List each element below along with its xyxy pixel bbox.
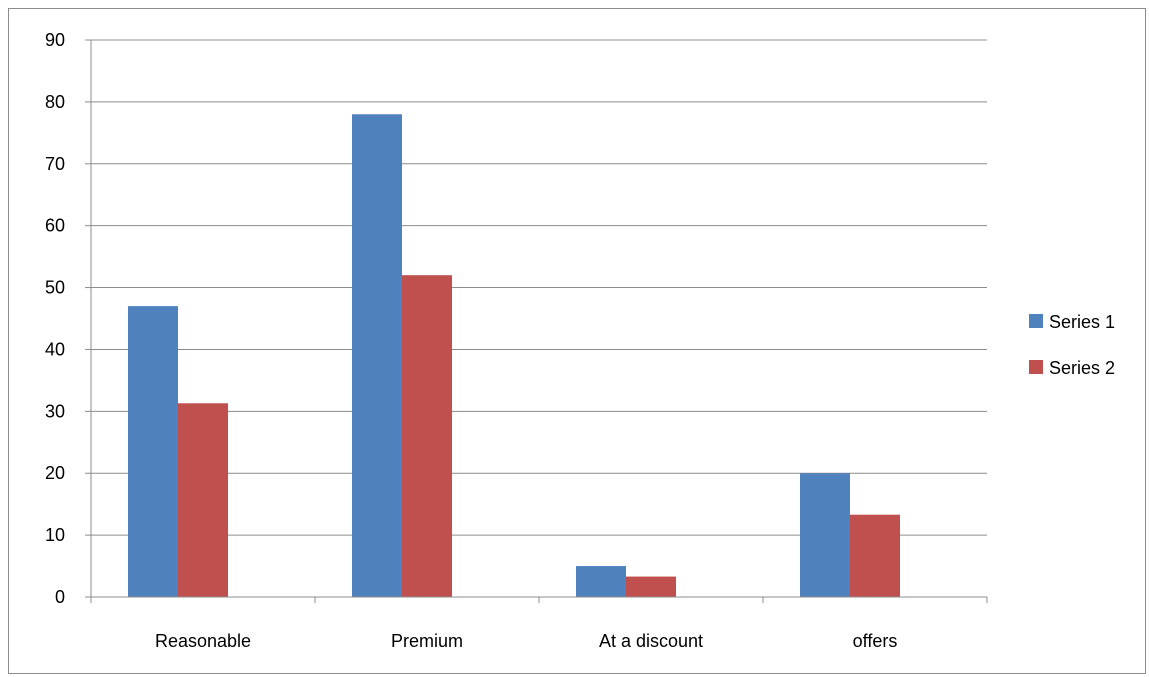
y-axis: 0 10 20 30 40 50 60 70 80 90 bbox=[45, 30, 92, 607]
bar-series-2-at-a-discount bbox=[626, 576, 676, 597]
y-tick-label: 90 bbox=[45, 30, 65, 50]
bar-series-2-offers bbox=[850, 514, 900, 597]
x-category-label: At a discount bbox=[599, 631, 703, 651]
y-tick-label: 40 bbox=[45, 339, 65, 359]
y-tick-label: 20 bbox=[45, 463, 65, 483]
y-tick-label: 60 bbox=[45, 216, 65, 236]
x-category-label: offers bbox=[853, 631, 898, 651]
bars bbox=[128, 114, 900, 598]
legend-label-series-1: Series 1 bbox=[1049, 312, 1115, 332]
legend-swatch-series-2 bbox=[1029, 360, 1043, 374]
y-tick-label: 50 bbox=[45, 278, 65, 298]
y-tick-label: 0 bbox=[55, 587, 65, 607]
bar-series-2-reasonable bbox=[178, 403, 228, 597]
bar-series-1-offers bbox=[800, 473, 850, 597]
bar-series-1-at-a-discount bbox=[576, 566, 626, 597]
y-tick-label: 80 bbox=[45, 92, 65, 112]
x-category-label: Premium bbox=[391, 631, 463, 651]
bar-series-1-reasonable bbox=[128, 306, 178, 597]
legend: Series 1 Series 2 bbox=[1029, 312, 1115, 378]
legend-label-series-2: Series 2 bbox=[1049, 358, 1115, 378]
y-tick-label: 30 bbox=[45, 401, 65, 421]
y-tick-label: 70 bbox=[45, 154, 65, 174]
bar-series-2-premium bbox=[402, 275, 452, 597]
y-tick-label: 10 bbox=[45, 525, 65, 545]
x-category-label: Reasonable bbox=[155, 631, 251, 651]
bar-series-1-premium bbox=[352, 114, 402, 598]
x-axis: Reasonable Premium At a discount offers bbox=[90, 596, 988, 651]
legend-swatch-series-1 bbox=[1029, 314, 1043, 328]
